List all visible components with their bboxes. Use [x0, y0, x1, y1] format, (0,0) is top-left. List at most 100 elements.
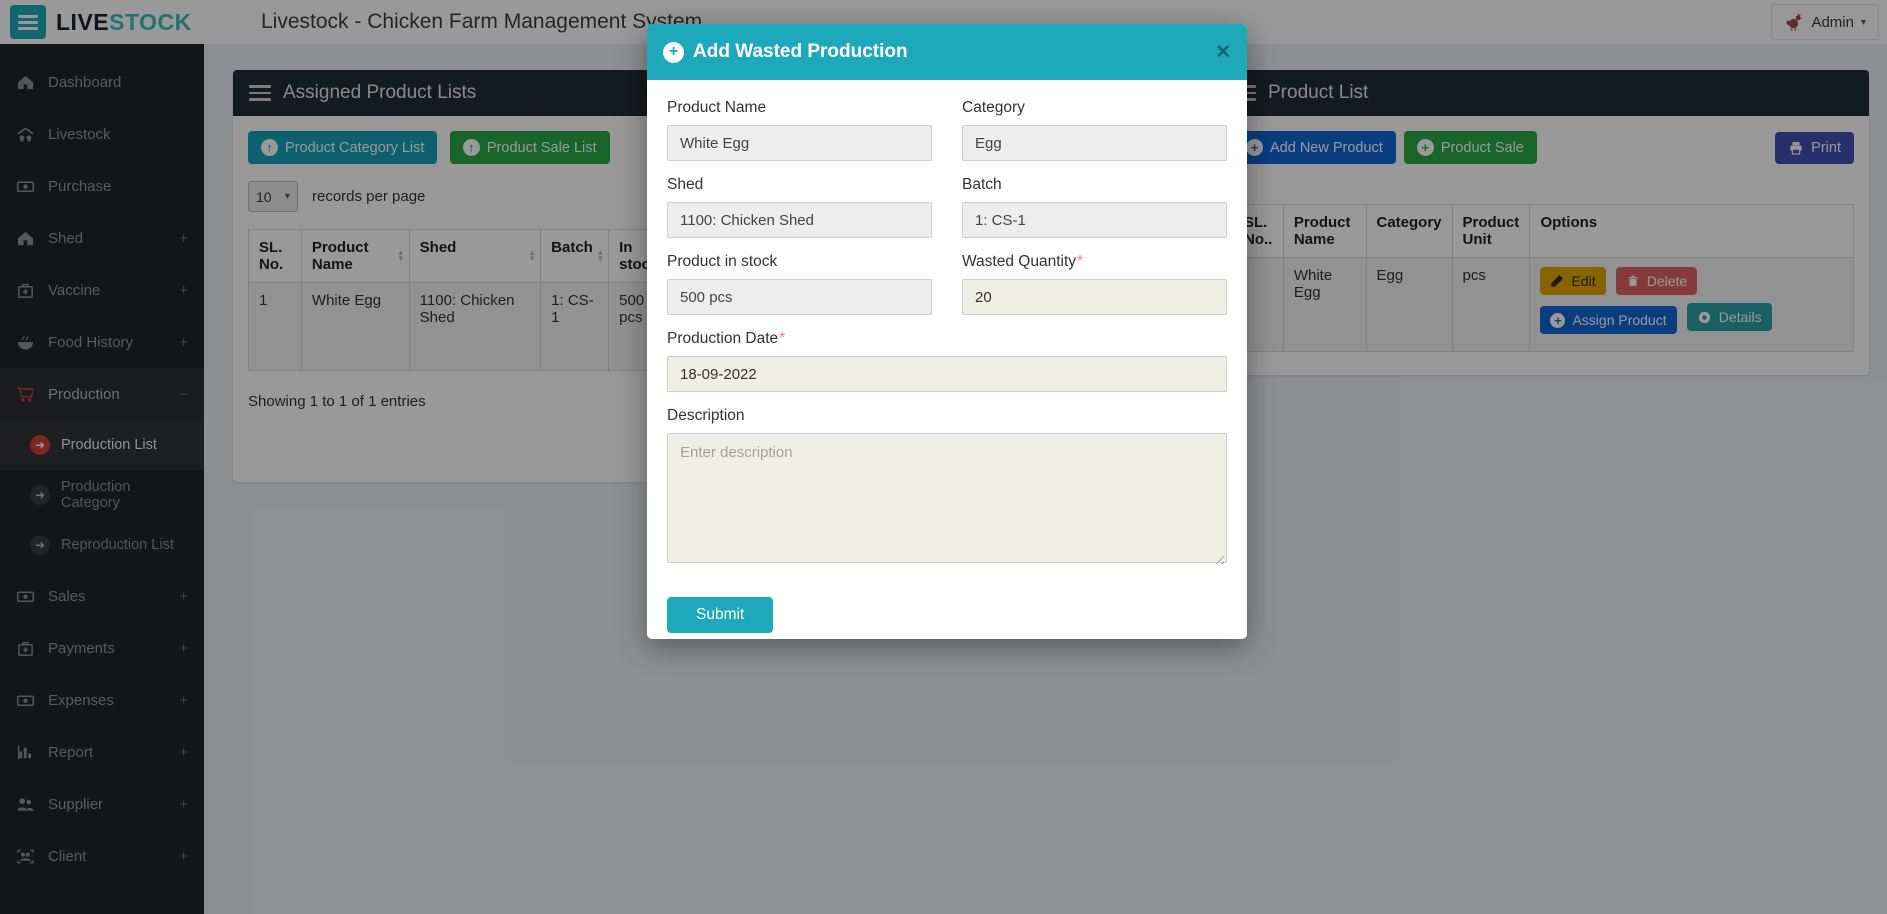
details-button[interactable]: Details [1686, 303, 1772, 331]
product-list-header: Product List [1218, 70, 1869, 116]
product-name-field [667, 125, 932, 161]
wasted-quantity-label: Wasted Quantity* [962, 253, 1084, 270]
eye-icon [1698, 311, 1710, 323]
bowl-icon [17, 335, 34, 350]
production-date-field[interactable] [667, 356, 1227, 392]
delete-button[interactable]: Delete [1615, 267, 1698, 295]
medkit-icon [18, 641, 33, 656]
sidebar-item-dashboard[interactable]: Dashboard [0, 56, 204, 108]
product-name-label: Product Name [667, 99, 767, 116]
column-header-category: Category [1365, 204, 1453, 258]
modal-title: Add Wasted Production [693, 41, 908, 62]
money-icon [16, 590, 35, 602]
hamburger-icon [249, 81, 271, 105]
circle-arrow-icon: ➜ [30, 535, 50, 555]
column-header-product-unit: Product Unit [1451, 204, 1531, 258]
batch-label: Batch [962, 176, 1002, 193]
sidebar-subitem-production-category[interactable]: ➜ Production Category [0, 470, 204, 520]
sidebar-item-purchase[interactable]: Purchase [0, 160, 204, 212]
chart-icon [17, 745, 32, 759]
sidebar-item-supplier[interactable]: Supplier + [0, 778, 204, 830]
trash-icon [1628, 275, 1638, 286]
wasted-quantity-field[interactable] [962, 279, 1227, 315]
rooster-icon [1787, 13, 1803, 31]
sidebar-item-production[interactable]: Production − [0, 368, 204, 420]
sidebar-subitem-reproduction-list[interactable]: ➜ Reproduction List [0, 520, 204, 570]
home-icon [17, 75, 34, 89]
pencil-square-icon [1551, 275, 1564, 287]
plus-circle-icon: + [1550, 312, 1566, 328]
batch-field [962, 202, 1227, 238]
sidebar-subitem-production-list[interactable]: ➜ Production List [0, 420, 204, 470]
app-logo[interactable]: LIVESTOCK [56, 9, 192, 35]
modal-header: + Add Wasted Production ✕ [647, 24, 1247, 80]
product-category-list-button[interactable]: ↑ Product Category List [248, 131, 438, 164]
expand-plus-icon: + [179, 795, 188, 813]
panel-title: Assigned Product Lists [283, 82, 477, 103]
expand-plus-icon: + [179, 847, 188, 865]
expand-plus-icon: + [179, 639, 188, 657]
expand-plus-icon: + [179, 587, 188, 605]
expand-plus-icon: + [179, 229, 188, 247]
sort-arrows-icon: ▲ ▼ [596, 248, 605, 263]
home-icon [17, 231, 34, 245]
arrow-circle-up-icon: ↑ [261, 139, 278, 156]
column-header-batch[interactable]: Batch ▲ ▼ [540, 229, 610, 283]
sidebar-item-sales[interactable]: Sales + [0, 570, 204, 622]
plus-circle-icon: + [1246, 139, 1263, 156]
sidebar-item-food-history[interactable]: Food History + [0, 316, 204, 368]
print-button[interactable]: Print [1775, 131, 1854, 164]
description-field[interactable] [667, 433, 1227, 563]
description-label: Description [667, 407, 745, 424]
printer-icon [1790, 141, 1802, 155]
add-new-product-button[interactable]: + Add New Product [1233, 131, 1396, 164]
product-sale-list-button[interactable]: ↑ Product Sale List [449, 131, 610, 164]
users-icon [17, 797, 34, 811]
hamburger-icon [18, 15, 38, 30]
expand-plus-icon: + [179, 281, 188, 299]
page-title: Livestock - Chicken Farm Management Syst… [261, 10, 703, 33]
column-header-shed[interactable]: Shed ▲ ▼ [408, 229, 542, 283]
shed-field [667, 202, 932, 238]
add-wasted-production-modal: + Add Wasted Production ✕ Product Name C… [647, 24, 1247, 639]
money-icon [16, 180, 35, 192]
column-header-product-name[interactable]: Product Name ▲ ▼ [300, 229, 410, 283]
expand-plus-icon: + [179, 743, 188, 761]
cart-icon [16, 386, 35, 402]
column-header-product-name: Product Name [1282, 204, 1367, 258]
collapse-minus-icon: − [179, 385, 188, 403]
records-per-page-select[interactable]: 10 ▾ [248, 181, 298, 212]
medkit-icon [18, 283, 33, 298]
required-asterisk: * [1077, 253, 1084, 270]
sidebar-item-report[interactable]: Report + [0, 726, 204, 778]
product-in-stock-field [667, 279, 932, 315]
sidebar-toggle-button[interactable] [10, 5, 46, 39]
livestock-icon [17, 126, 34, 142]
panel-title: Product List [1268, 82, 1369, 103]
users-bracket-icon [17, 849, 34, 863]
sidebar-item-expenses[interactable]: Expenses + [0, 674, 204, 726]
sidebar-item-client[interactable]: Client + [0, 830, 204, 882]
assign-product-button[interactable]: + Assign Product [1540, 306, 1677, 334]
sidebar-item-livestock[interactable]: Livestock [0, 108, 204, 160]
sidebar-item-vaccine[interactable]: Vaccine + [0, 264, 204, 316]
product-sale-button[interactable]: + Product Sale [1403, 131, 1537, 164]
column-header-options: Options [1529, 204, 1854, 258]
sidebar-item-shed[interactable]: Shed + [0, 212, 204, 264]
category-label: Category [962, 99, 1025, 116]
arrow-circle-up-icon: ↑ [462, 139, 480, 156]
caret-down-icon: ▾ [284, 191, 290, 202]
table-row: White Egg Egg pcs Edit Delete [1233, 257, 1854, 352]
money-icon [16, 694, 35, 706]
sort-arrows-icon: ▲ ▼ [396, 248, 405, 263]
sidebar-item-payments[interactable]: Payments + [0, 622, 204, 674]
edit-button[interactable]: Edit [1540, 267, 1606, 295]
product-list-table: SL. No.. Product Name Category Product U… [1233, 204, 1854, 352]
submit-button[interactable]: Submit [667, 597, 774, 633]
user-name: Admin [1811, 13, 1854, 31]
close-icon[interactable]: ✕ [1215, 41, 1231, 63]
showing-entries-text: Showing 1 to 1 of 1 entries [248, 393, 426, 410]
expand-plus-icon: + [179, 691, 188, 709]
product-in-stock-label: Product in stock [667, 253, 778, 270]
user-menu[interactable]: Admin ▾ [1771, 4, 1879, 40]
